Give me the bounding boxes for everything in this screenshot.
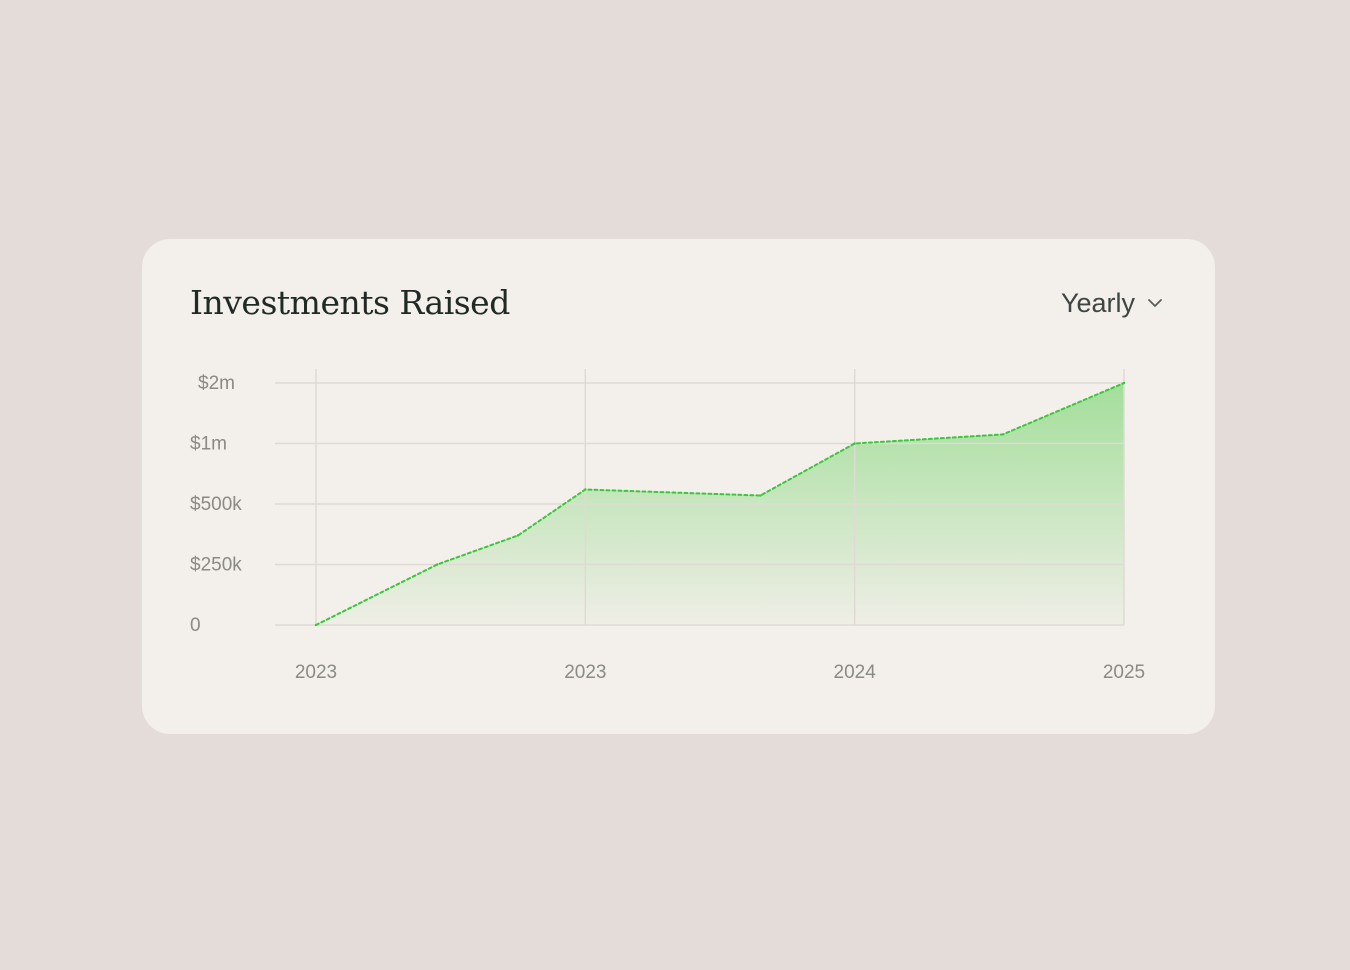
data-point [853, 442, 856, 445]
x-tick-label: 2024 [834, 662, 877, 683]
data-point [1122, 381, 1126, 385]
area-chart: 0 $250k $500k $1m $2m 2023 2023 2024 2025 [190, 369, 1145, 683]
data-point [436, 563, 439, 566]
investments-card: Investments Raised Yearly 0 $250k $500k $1m… [142, 239, 1215, 734]
y-tick-label: 0 [190, 615, 201, 636]
data-point [516, 534, 520, 537]
y-tick-label: $500k [190, 494, 242, 515]
data-point [1001, 433, 1004, 436]
x-tick-label: 2025 [1103, 662, 1145, 683]
series-line [315, 382, 1125, 626]
chevron-down-icon [1148, 299, 1162, 307]
period-selected-label: Yearly [1060, 288, 1135, 318]
y-tick-label: $1m [190, 434, 227, 455]
x-tick-label: 2023 [564, 662, 606, 683]
x-tick-label: 2023 [295, 662, 337, 683]
y-tick-label: $2m [198, 373, 235, 394]
card-title: Investments Raised [190, 283, 510, 322]
period-dropdown[interactable]: Yearly [1061, 286, 1165, 320]
data-point [759, 494, 762, 497]
data-point [584, 488, 587, 491]
data-point [314, 623, 318, 627]
y-tick-label: $250k [190, 555, 242, 576]
